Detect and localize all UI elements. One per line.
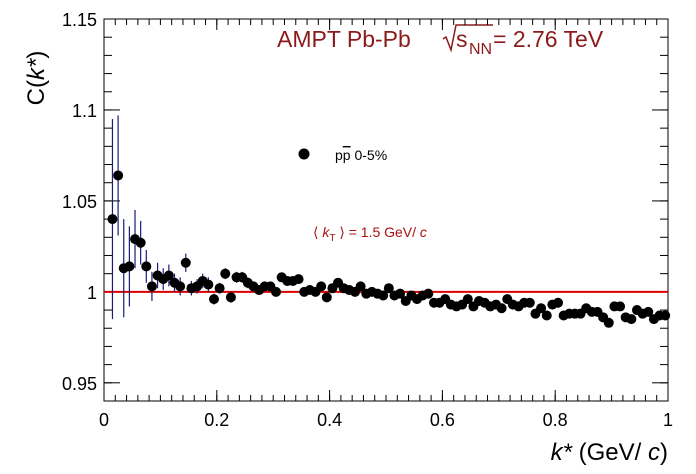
data-point: [225, 292, 236, 303]
energy-subscript: NN: [469, 41, 492, 58]
data-point: [163, 270, 174, 281]
legend: pp 0-5%: [298, 147, 387, 163]
legend-label-rest: 0-5%: [351, 147, 388, 163]
x-tick-label: 0.2: [204, 410, 229, 430]
legend-marker: [298, 148, 310, 160]
y-tick-label: 1.1: [72, 101, 97, 121]
data-point: [107, 214, 118, 225]
sqrt-sign-icon: [442, 24, 493, 53]
data-point: [626, 314, 637, 325]
svg-text:C(k*): C(k*): [23, 51, 50, 106]
data-point: [462, 294, 473, 305]
data-point: [643, 306, 654, 317]
data-point: [383, 283, 394, 294]
x-tick-label: 0.6: [430, 410, 455, 430]
y-axis-label-prefix: C(: [23, 80, 50, 105]
x-axis-label: k* (GeV/ c): [551, 439, 668, 466]
x-tick-label: 0.4: [317, 410, 342, 430]
data-point: [378, 290, 389, 301]
data-point: [146, 281, 157, 292]
plot-frame: [103, 18, 669, 402]
data-point: [271, 286, 282, 297]
data-point: [175, 281, 186, 292]
x-axis-label-var: k*: [551, 439, 573, 466]
data-point: [316, 281, 327, 292]
kt-annotation-c: c: [416, 224, 427, 240]
data-point: [208, 294, 219, 305]
data-point: [615, 301, 626, 312]
data-point: [536, 303, 547, 314]
y-tick-label: 1.05: [62, 192, 97, 212]
energy-label: s NN = 2.76 TeV: [442, 24, 604, 58]
data-point: [141, 261, 152, 272]
data-point: [541, 310, 552, 321]
data-point: [124, 261, 135, 272]
legend-label-p: p: [335, 147, 343, 163]
x-axis-label-close: ): [660, 439, 668, 466]
kt-annotation-open: ⟨: [313, 224, 322, 240]
kt-annotation-sub: T: [329, 233, 335, 244]
data-point: [524, 297, 535, 308]
data-point: [423, 288, 434, 299]
y-tick-label: 1: [87, 283, 97, 303]
y-axis-label-var: k*: [23, 58, 50, 80]
data-point: [496, 303, 507, 314]
y-axis-label: C(k*): [23, 51, 50, 106]
data-point: [395, 288, 406, 299]
data-point: [214, 283, 225, 294]
x-axis-label-c: c: [641, 439, 660, 466]
y-axis-label-suffix: ): [23, 51, 50, 59]
data-point: [355, 281, 366, 292]
chart-title: AMPT Pb-Pb: [277, 26, 411, 52]
data-point: [603, 317, 614, 328]
legend-label: pp 0-5%: [335, 147, 387, 163]
y-tick-label: 0.95: [62, 374, 97, 394]
energy-symbol: s: [456, 26, 468, 52]
y-tick-label: 1.15: [62, 10, 97, 30]
kt-annotation: ⟨ kT ⟩ = 1.5 GeV/ c: [313, 224, 427, 244]
x-tick-label: 0.8: [543, 410, 568, 430]
data-point: [553, 297, 564, 308]
data-point: [203, 279, 214, 290]
data-point: [135, 237, 146, 248]
x-axis-label-unit: (GeV/: [572, 439, 642, 466]
data-point: [293, 274, 304, 285]
kt-annotation-var: k: [322, 224, 330, 240]
x-tick-label: 1: [663, 410, 673, 430]
legend-label-pbar: p: [343, 147, 351, 163]
x-tick-label: 0: [99, 410, 109, 430]
data-point: [220, 268, 231, 279]
data-point: [660, 310, 671, 321]
data-point: [321, 292, 332, 303]
data-point: [113, 170, 124, 181]
data-point: [180, 257, 191, 268]
kt-annotation-close: ⟩ = 1.5 GeV/: [335, 224, 416, 240]
energy-value: = 2.76 TeV: [493, 26, 604, 52]
